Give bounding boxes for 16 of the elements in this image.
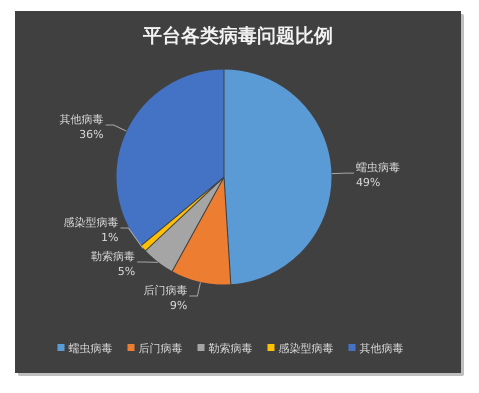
- legend-label: 后门病毒: [138, 342, 182, 355]
- legend-label: 感染型病毒: [278, 342, 334, 355]
- slice-label: 勒索病毒: [91, 250, 136, 264]
- slice-label: 后门病毒: [143, 284, 188, 298]
- data-label: 5%: [118, 265, 136, 278]
- legend-label: 其他病毒: [360, 342, 404, 355]
- data-label: 36%: [79, 128, 104, 142]
- slice-label: 感染型病毒: [63, 216, 118, 230]
- data-label: 49%: [356, 176, 380, 190]
- slice-label: 其他病毒: [60, 113, 104, 126]
- legend-label: 勒索病毒: [208, 342, 252, 355]
- chart-title: 平台各类病毒问题比例: [142, 25, 333, 47]
- legend-label: 蠕虫病毒: [68, 342, 112, 355]
- slice-label: 蠕虫病毒: [356, 161, 400, 174]
- data-label: 9%: [170, 299, 188, 312]
- data-label: 1%: [101, 231, 118, 244]
